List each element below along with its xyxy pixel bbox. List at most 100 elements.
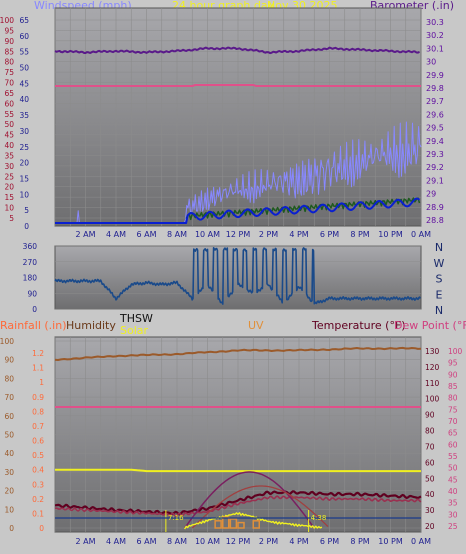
temperature-tick-label: 100 bbox=[425, 395, 440, 404]
compass-label: N bbox=[435, 304, 443, 317]
top-right-tick-label: 29 bbox=[426, 190, 436, 199]
rain-tick-label: 1 bbox=[39, 378, 44, 387]
top-left-tick-label-2: 60 bbox=[4, 99, 14, 108]
rain-tick-label: 0.4 bbox=[32, 466, 44, 475]
top-right-tick-label: 28.8 bbox=[426, 216, 444, 225]
top-left-tick-label-2: 20 bbox=[4, 183, 14, 192]
dewpoint-tick-label: 50 bbox=[448, 464, 458, 473]
dewpoint-tick-label: 70 bbox=[448, 417, 458, 426]
dewpoint-tick-label: 80 bbox=[448, 394, 458, 403]
dewpoint-tick-label: 85 bbox=[448, 382, 458, 391]
top-left-tick-label: 10 bbox=[19, 190, 29, 199]
rain-tick-label: 0.3 bbox=[32, 480, 44, 489]
temperature-tick-label: 120 bbox=[425, 363, 440, 372]
top-right-tick-label: 29.9 bbox=[426, 71, 444, 80]
rain-tick-label: 1.1 bbox=[32, 364, 44, 373]
barometer-title: Barometer (.in) bbox=[370, 0, 454, 12]
temperature-tick-label: 40 bbox=[425, 490, 435, 499]
graph-date: Nov 30 2025 bbox=[267, 0, 338, 12]
top-left-tick-label: 60 bbox=[19, 32, 29, 41]
top-left-tick-label: 15 bbox=[19, 174, 29, 183]
uv-bar bbox=[229, 518, 238, 529]
top-left-tick-label-2: 100 bbox=[0, 16, 14, 25]
humidity-series-line bbox=[54, 346, 422, 361]
rainfall-legend: Rainfall (.in) bbox=[0, 319, 67, 332]
compass-label: S bbox=[436, 273, 443, 286]
rain-tick-label: 0.1 bbox=[32, 509, 44, 518]
top-right-tick-label: 30 bbox=[426, 58, 436, 67]
dewpoint-tick-label: 90 bbox=[448, 370, 458, 379]
top-right-tick-label: 29.6 bbox=[426, 110, 444, 119]
top-right-tick-label: 29.1 bbox=[426, 176, 444, 185]
humidity-tick-label: 50 bbox=[4, 431, 14, 440]
bottom-x-tick-label: 0 AM bbox=[411, 537, 431, 546]
top-right-tick-label: 29.5 bbox=[426, 124, 444, 133]
dewpoint-tick-label: 40 bbox=[448, 487, 458, 496]
uv-bar bbox=[222, 516, 230, 529]
dewpoint-tick-label: 95 bbox=[448, 359, 458, 368]
top-left-tick-label-2: 25 bbox=[4, 172, 14, 181]
humidity-tick-label: 90 bbox=[4, 356, 14, 365]
rain-tick-label: 0.9 bbox=[32, 393, 44, 402]
bottom-x-tick-label: 10 AM bbox=[195, 537, 220, 546]
top-x-tick-label: 6 AM bbox=[136, 230, 156, 239]
top-left-tick-label-2: 40 bbox=[4, 141, 14, 150]
top-left-tick-label-2: 15 bbox=[4, 193, 14, 202]
top-left-tick-label: 5 bbox=[24, 206, 29, 215]
top-right-tick-label: 29.7 bbox=[426, 97, 444, 106]
top-x-tick-label: 10 AM bbox=[195, 230, 220, 239]
direction-tick-label: 360 bbox=[23, 242, 38, 251]
humidity-tick-label: 10 bbox=[4, 505, 14, 514]
dewpoint-tick-label: 65 bbox=[448, 429, 458, 438]
direction-tick-label: 90 bbox=[27, 289, 37, 298]
top-left-tick-label-2: 65 bbox=[4, 89, 14, 98]
sunset-time-label: 4:38 bbox=[311, 514, 327, 522]
thsw-series-line bbox=[184, 471, 315, 529]
dewpoint-tick-label: 25 bbox=[448, 522, 458, 531]
humidity-tick-label: 60 bbox=[4, 412, 14, 421]
bottom-x-tick-label: 2 AM bbox=[75, 537, 95, 546]
dewpoint-tick-label: 75 bbox=[448, 405, 458, 414]
top-left-tick-label-2: 85 bbox=[4, 47, 14, 56]
top-x-tick-label: 10 PM bbox=[378, 230, 403, 239]
top-right-tick-label: 30.2 bbox=[426, 31, 444, 40]
dewpoint-tick-label: 60 bbox=[448, 440, 458, 449]
temperature-legend: Temperature (°F) bbox=[312, 319, 406, 332]
humidity-tick-label: 70 bbox=[4, 393, 14, 402]
top-right-tick-label: 29.8 bbox=[426, 84, 444, 93]
temperature-tick-label: 130 bbox=[425, 347, 440, 356]
top-left-tick-label: 50 bbox=[19, 64, 29, 73]
top-left-tick-label: 55 bbox=[19, 48, 29, 57]
top-right-tick-label: 30.3 bbox=[426, 18, 444, 27]
direction-tick-label: 270 bbox=[23, 258, 38, 267]
humidity-tick-label: 100 bbox=[0, 337, 14, 346]
rain-tick-label: 0.2 bbox=[32, 495, 44, 504]
top-left-tick-label: 20 bbox=[19, 159, 29, 168]
top-left-tick-label-2: 80 bbox=[4, 58, 14, 67]
top-x-tick-label: 12 PM bbox=[226, 230, 251, 239]
uv-bar bbox=[252, 520, 260, 529]
top-left-tick-label-2: 95 bbox=[4, 26, 14, 35]
top-right-tick-label: 28.9 bbox=[426, 203, 444, 212]
top-right-tick-label: 29.4 bbox=[426, 137, 444, 146]
compass-label: E bbox=[436, 288, 443, 301]
rain-tick-label: 1.2 bbox=[32, 349, 44, 358]
direction-series-line bbox=[54, 247, 421, 305]
top-right-tick-label: 29.2 bbox=[426, 163, 444, 172]
uv-legend: UV bbox=[248, 319, 264, 332]
rain-tick-label: 0 bbox=[39, 524, 44, 533]
top-left-tick-label: 25 bbox=[19, 143, 29, 152]
dewpoint-tick-label: 35 bbox=[448, 499, 458, 508]
top-x-tick-label: 8 PM bbox=[350, 230, 369, 239]
direction-tick-label: 0 bbox=[32, 305, 37, 314]
temperature-tick-label: 60 bbox=[425, 458, 435, 467]
top-left-tick-label-2: 5 bbox=[9, 214, 14, 223]
top-left-tick-label-2: 50 bbox=[4, 120, 14, 129]
temperature-tick-label: 50 bbox=[425, 474, 435, 483]
barometer-series-line bbox=[54, 46, 420, 55]
top-right-tick-label: 29.3 bbox=[426, 150, 444, 159]
dewpoint-tick-label: 100 bbox=[448, 347, 463, 356]
thsw-legend: THSW bbox=[120, 312, 153, 325]
bottom-x-tick-label: 8 AM bbox=[167, 537, 187, 546]
